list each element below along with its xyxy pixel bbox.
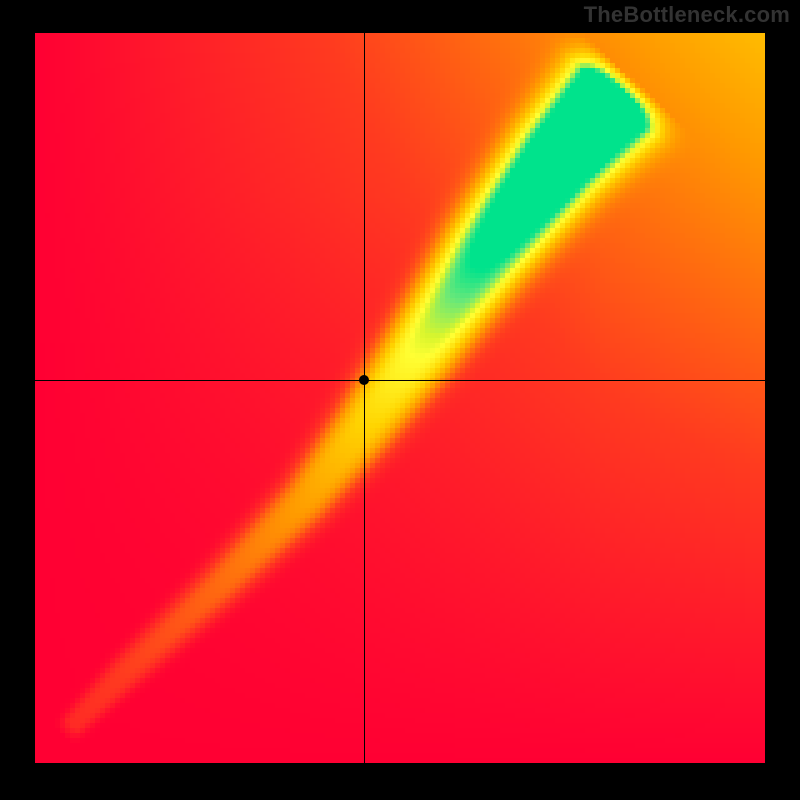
watermark-text: TheBottleneck.com — [584, 2, 790, 28]
crosshair-vertical — [364, 33, 365, 763]
crosshair-marker — [359, 375, 369, 385]
crosshair-horizontal — [35, 380, 765, 381]
stage: TheBottleneck.com — [0, 0, 800, 800]
heatmap-canvas — [35, 33, 765, 763]
plot-area — [35, 33, 765, 763]
